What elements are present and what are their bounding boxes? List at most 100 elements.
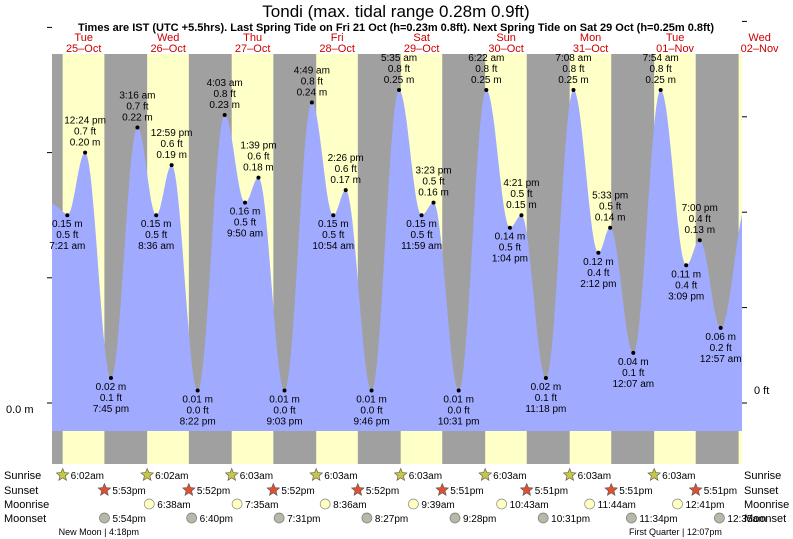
moonrise-row-label-right: Moonrise	[744, 499, 789, 511]
tide-point	[631, 350, 636, 355]
tide-time: 9:46 pm	[353, 416, 389, 427]
moonset-icon	[714, 512, 725, 524]
moonset-icon	[626, 512, 637, 524]
sunrise-time: 6:02am	[71, 471, 104, 482]
chart-subtitle: Times are IST (UTC +5.5hrs). Last Spring…	[78, 22, 714, 34]
tide-ft: 0.8 ft	[214, 89, 236, 100]
tide-time: 4:21 pm	[503, 178, 539, 189]
tide-m: 0.01 m	[182, 394, 213, 405]
tide-ft: 0.5 ft	[510, 189, 532, 200]
tide-m: 0.18 m	[243, 163, 274, 174]
tide-point	[697, 238, 702, 243]
tide-ft: 0.8 ft	[388, 64, 410, 75]
tide-time: 3:09 pm	[668, 291, 704, 302]
tide-point	[243, 200, 248, 205]
moonset-time: 11:34pm	[639, 514, 677, 525]
sunrise-icon	[393, 467, 408, 481]
tide-m: 0.06 m	[705, 332, 736, 343]
tide-time: 4:03 am	[207, 78, 243, 89]
moonrise-time: 10:43am	[510, 500, 549, 511]
tide-time: 2:26 pm	[328, 153, 364, 164]
sunset-icon	[604, 482, 619, 496]
tide-ft: 0.6 ft	[160, 139, 182, 150]
tide-point	[65, 213, 70, 218]
day-label-date: 28–Oct	[319, 43, 354, 55]
moonrise-time: 8:36am	[333, 500, 366, 511]
moonset-icon	[273, 512, 285, 524]
tide-time: 8:36 am	[138, 241, 174, 252]
tide-point	[169, 163, 174, 168]
moonset-time: 12:35am	[727, 514, 766, 525]
tide-m: 0.15 m	[406, 219, 437, 230]
tide-ft: 0.4 ft	[689, 214, 711, 225]
sunrise-time: 6:03am	[240, 471, 273, 482]
tide-time: 5:33 pm	[592, 191, 628, 202]
sunset-time: 5:52pm	[281, 486, 314, 497]
tide-ft: 0.8 ft	[650, 64, 672, 75]
tide-point	[108, 375, 113, 380]
sunrise-icon	[224, 467, 239, 481]
day-label-date: 25–Oct	[66, 43, 101, 55]
moonrise-icon	[231, 498, 243, 510]
tide-point	[195, 388, 200, 393]
tide-ft: 0.6 ft	[247, 152, 269, 163]
day-label-dow: Sun	[496, 32, 516, 44]
sunrise-icon	[478, 467, 493, 481]
tide-ft: 0.1 ft	[100, 393, 122, 404]
sunset-row-label-right: Sunset	[744, 485, 778, 497]
sunrise-time: 6:03am	[493, 471, 526, 482]
tide-m: 0.12 m	[583, 257, 614, 268]
moon-phase-label: New Moon | 4:18pm	[59, 527, 139, 537]
moonset-row-label-left: Moonset	[4, 513, 46, 525]
tide-time: 12:07 am	[612, 379, 654, 390]
tide-ft: 0.5 ft	[145, 230, 167, 241]
tide-point	[507, 225, 512, 230]
tide-m: 0.25 m	[471, 75, 502, 86]
moonset-time: 6:40pm	[200, 514, 233, 525]
day-label-date: 29–Oct	[404, 43, 439, 55]
tide-curve	[52, 90, 742, 431]
tide-ft: 0.7 ft	[126, 102, 148, 113]
sunset-icon	[266, 482, 281, 496]
tide-ft: 0.5 ft	[599, 202, 621, 213]
tide-point	[684, 263, 689, 268]
tide-time: 11:59 am	[401, 241, 442, 252]
tide-ft: 0.0 ft	[187, 405, 209, 416]
tide-ft: 0.1 ft	[535, 393, 557, 404]
tide-m: 0.23 m	[209, 100, 240, 111]
tide-m: 0.01 m	[269, 394, 300, 405]
sunset-time: 5:53pm	[112, 486, 145, 497]
moonrise-row-label-left: Moonrise	[4, 499, 49, 511]
tide-time: 7:08 am	[555, 53, 591, 64]
sunrise-time: 6:03am	[409, 471, 442, 482]
tide-m: 0.17 m	[330, 175, 361, 186]
tide-m: 0.19 m	[156, 150, 187, 161]
tide-ft: 0.8 ft	[301, 77, 323, 88]
tide-m: 0.02 m	[531, 382, 562, 393]
tide-time: 7:00 pm	[682, 203, 718, 214]
tide-point	[256, 175, 261, 180]
sunrise-icon	[562, 467, 577, 481]
tide-ft: 0.5 ft	[322, 230, 344, 241]
day-label-dow: Tue	[74, 32, 93, 44]
moonset-time: 8:27pm	[375, 514, 408, 525]
tide-m: 0.01 m	[356, 394, 387, 405]
moonrise-icon	[672, 498, 683, 510]
day-label-dow: Wed	[157, 32, 179, 44]
moonset-icon	[99, 512, 110, 524]
tide-time: 1:39 pm	[240, 141, 276, 152]
moonset-icon	[361, 512, 373, 524]
tide-time: 3:16 am	[119, 91, 155, 102]
tide-point	[419, 213, 424, 218]
left-axis-zero-label: 0.0 m	[6, 404, 34, 416]
moonrise-time: 6:38am	[157, 500, 190, 511]
tide-ft: 0.5 ft	[410, 230, 432, 241]
chart-title: Tondi (max. tidal range 0.28m 0.9ft)	[262, 2, 529, 21]
day-label-dow: Tue	[666, 32, 685, 44]
day-labels: Tue25–OctWed26–OctThu27–OctFri28–OctSat2…	[66, 32, 779, 55]
tide-point	[83, 150, 88, 155]
sunrise-icon	[309, 467, 324, 481]
moonset-time: 5:54pm	[112, 514, 145, 525]
moonrise-icon	[496, 498, 507, 510]
sunset-time: 5:52pm	[366, 486, 399, 497]
